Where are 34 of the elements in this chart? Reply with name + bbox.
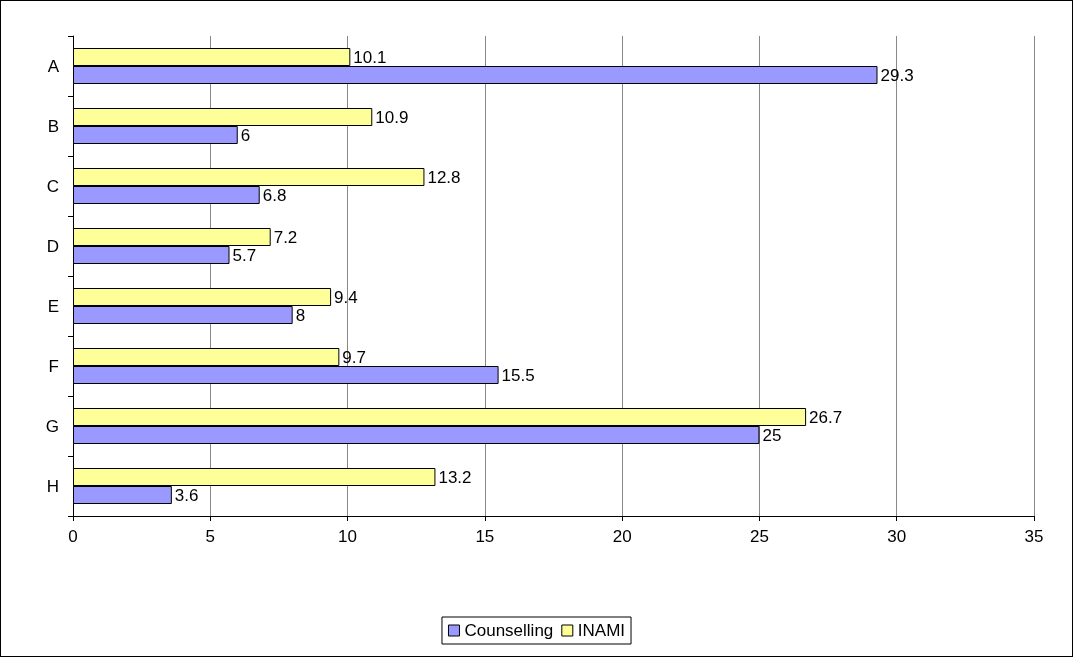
data-label: 29.3 — [880, 65, 914, 85]
y-tick-label: G — [45, 416, 59, 436]
x-tick-label: 15 — [475, 527, 495, 546]
y-tick-label: E — [47, 296, 59, 316]
x-tick-label: 10 — [338, 527, 358, 546]
data-label: 10.9 — [375, 107, 409, 127]
legend-label: INAMI — [577, 621, 626, 640]
x-tick-label: 35 — [1024, 527, 1044, 546]
y-tick-label: A — [47, 56, 60, 76]
data-label: 9.4 — [334, 287, 358, 307]
data-label: 6 — [240, 125, 251, 145]
x-tick-label: 25 — [749, 527, 769, 546]
y-tick-label: C — [46, 176, 59, 196]
data-label: 13.2 — [438, 467, 472, 487]
x-tick-label: 20 — [612, 527, 632, 546]
y-tick-label: F — [48, 356, 59, 376]
data-label: 7.2 — [273, 227, 298, 247]
data-label: 9.7 — [342, 347, 366, 367]
x-tick-label: 5 — [205, 527, 216, 546]
x-tick-label: 30 — [887, 527, 907, 546]
data-label: 10.1 — [353, 47, 387, 67]
y-tick-label: B — [47, 116, 59, 136]
data-label: 6.8 — [262, 185, 287, 205]
data-label: 3.6 — [174, 485, 199, 505]
data-label: 15.5 — [501, 365, 535, 385]
data-label: 8 — [295, 305, 306, 325]
data-label: 5.7 — [232, 245, 257, 265]
y-tick-label: H — [46, 476, 59, 496]
data-label: 26.7 — [809, 407, 843, 427]
legend-label: Counselling — [464, 621, 554, 640]
data-label: 25 — [762, 425, 782, 445]
x-tick-label: 0 — [68, 527, 78, 546]
data-label: 12.8 — [427, 167, 461, 187]
y-tick-label: D — [46, 236, 59, 256]
